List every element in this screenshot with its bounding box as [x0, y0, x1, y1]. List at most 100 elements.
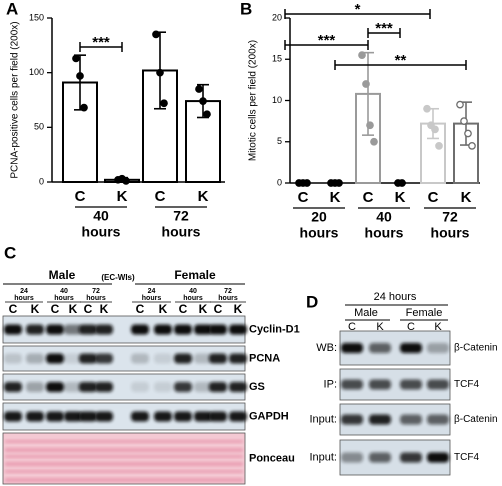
data-point [152, 30, 160, 39]
data-point [195, 85, 203, 93]
x-tick-label: K [461, 189, 472, 206]
lane-label: K [376, 321, 384, 333]
blot-band [26, 382, 44, 392]
note-label: (EC-WIs) [101, 273, 135, 282]
time-unit: hours [14, 295, 34, 302]
blot-band [154, 382, 172, 392]
blot-band [369, 343, 391, 353]
sig-label: *** [375, 20, 393, 37]
x-tick-label: K [395, 189, 406, 206]
row-label: GS [249, 381, 265, 393]
y-tick-label: 150 [29, 12, 44, 22]
group-label: 72 [173, 208, 189, 224]
y-tick-label: 15 [272, 54, 282, 64]
sex-label: Male [354, 307, 378, 319]
panel-label: C [4, 243, 16, 262]
blot-band [174, 411, 192, 422]
data-point [423, 104, 431, 113]
data-point [72, 54, 80, 63]
time-label: 72 [92, 288, 100, 295]
y-tick-label: 20 [272, 12, 282, 22]
row-label: GAPDH [249, 410, 289, 422]
data-point [160, 99, 168, 108]
lane-label: K [434, 321, 442, 333]
blot-band [154, 411, 172, 422]
lane-label: C [407, 321, 415, 333]
blot-band [369, 414, 391, 425]
blot-band [79, 353, 97, 364]
lane-label: K [100, 302, 109, 316]
blot-band [229, 324, 247, 335]
blot-band [427, 414, 449, 425]
blot-band [26, 353, 44, 364]
blot-band [95, 353, 113, 364]
blot-band [154, 324, 172, 335]
sex-label: Female [174, 268, 216, 282]
blot-band [46, 411, 64, 422]
blot-band [95, 411, 113, 422]
blot-band [194, 353, 212, 364]
group-label: 20 [311, 209, 327, 225]
y-tick-label: 5 [277, 136, 282, 146]
blot-band [194, 411, 212, 422]
group-unit: hours [300, 225, 339, 241]
blot-band [400, 343, 422, 353]
blot-band [4, 353, 22, 364]
y-axis-label: PCNA-positive cells per field (200x) [10, 21, 21, 178]
x-tick-label: K [117, 188, 128, 205]
x-tick-label: K [198, 188, 209, 205]
group-label: 72 [442, 209, 458, 225]
blot-band [95, 324, 113, 335]
x-tick-label: C [428, 189, 439, 206]
ponceau-band [5, 470, 243, 473]
blot-band [95, 382, 113, 392]
blot-band [229, 382, 247, 392]
target-label: TCF4 [454, 452, 479, 463]
data-point [199, 97, 207, 105]
blot-band [131, 382, 149, 392]
time-unit: hours [86, 295, 106, 302]
data-point [335, 179, 343, 187]
blot-band [400, 379, 422, 390]
row-label: Cyclin-D1 [249, 323, 300, 335]
ponceau-band [5, 448, 243, 452]
group-unit: hours [431, 225, 470, 241]
ponceau-band [5, 462, 243, 466]
blot-band [46, 324, 64, 335]
blot-band [341, 452, 363, 463]
blot-band [64, 411, 82, 422]
lane-label: K [234, 302, 243, 316]
blot-band [369, 452, 391, 463]
lane-label: C [214, 302, 223, 316]
data-point [370, 137, 378, 146]
sig-label: *** [92, 34, 110, 51]
method-label: WB: [316, 342, 337, 354]
time-unit: hours [54, 295, 74, 302]
blot-band [4, 382, 22, 392]
time-label: 24 [148, 288, 156, 295]
data-point [358, 51, 366, 59]
data-point [76, 72, 84, 80]
data-point [398, 179, 406, 187]
blot-band [26, 324, 44, 335]
time-label: 24 hours [374, 291, 417, 303]
sex-label: Male [49, 268, 76, 282]
blot-band [4, 411, 22, 422]
blot-band [209, 411, 227, 422]
blot-band [154, 353, 172, 364]
blot-band [131, 324, 149, 335]
data-point [464, 129, 472, 138]
group-unit: hours [82, 224, 121, 240]
lane-label: K [31, 302, 40, 316]
sig-label: * [355, 1, 361, 18]
lane-label: K [199, 302, 208, 316]
data-point [366, 121, 374, 130]
blot-band [341, 343, 363, 353]
blot-band [26, 411, 44, 422]
time-label: 72 [224, 288, 232, 295]
y-tick-label: 0 [39, 176, 44, 186]
data-point [203, 110, 211, 119]
blot-band [79, 324, 97, 335]
x-tick-label: K [330, 189, 341, 206]
target-label: β-Catenin [454, 343, 498, 354]
